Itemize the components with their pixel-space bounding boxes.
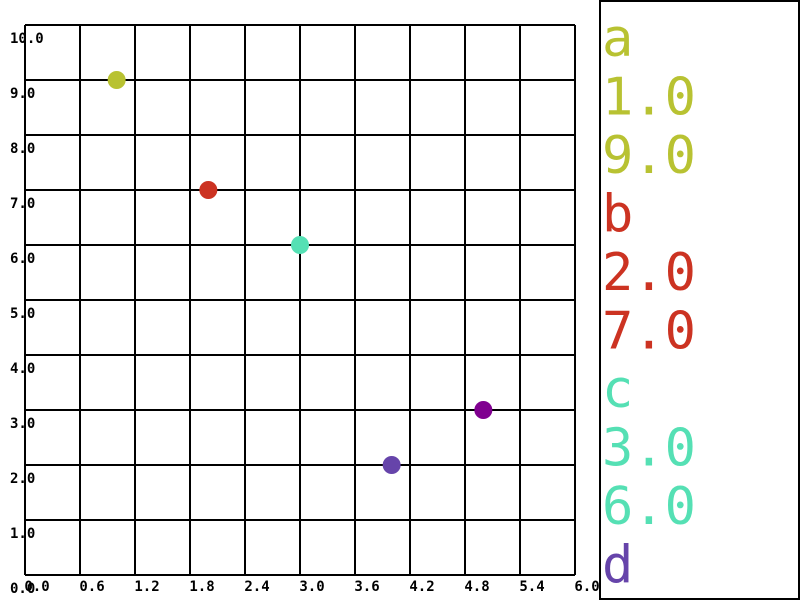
legend-entry: b bbox=[602, 185, 633, 245]
point bbox=[382, 456, 401, 474]
y-tick-label: 0.0 bbox=[10, 581, 35, 597]
x-tick-label: 4.2 bbox=[409, 579, 434, 595]
point bbox=[291, 236, 309, 254]
y-tick-label: 8.0 bbox=[10, 141, 35, 157]
point bbox=[107, 71, 126, 89]
y-tick-label: 7.0 bbox=[10, 196, 35, 212]
x-tick-label: 0.0 bbox=[24, 579, 49, 595]
x-tick-label: 1.8 bbox=[189, 579, 214, 595]
legend-box bbox=[599, 0, 800, 600]
y-tick-label: 9.0 bbox=[10, 86, 35, 102]
x-tick-label: 0.6 bbox=[79, 579, 104, 595]
legend-entry: 6.0 bbox=[602, 477, 696, 537]
x-tick-label: 3.6 bbox=[354, 579, 379, 595]
legend-entry: 3.0 bbox=[602, 419, 696, 479]
x-tick-label: 5.4 bbox=[519, 579, 544, 595]
point bbox=[474, 401, 493, 419]
legend-entry: a bbox=[602, 9, 633, 69]
legend-entry: 1.0 bbox=[602, 68, 696, 128]
y-tick-label: 2.0 bbox=[10, 471, 35, 487]
x-tick-label: 6.0 bbox=[574, 579, 599, 595]
x-tick-label: 4.8 bbox=[464, 579, 489, 595]
x-tick-label: 3.0 bbox=[299, 579, 324, 595]
y-tick-label: 10.0 bbox=[10, 31, 44, 47]
x-tick-label: 2.4 bbox=[244, 579, 269, 595]
x-tick-label: 1.2 bbox=[134, 579, 159, 595]
legend-entry: d bbox=[602, 536, 633, 596]
legend-entry: 9.0 bbox=[602, 126, 696, 186]
legend-entry: c bbox=[602, 360, 633, 420]
y-tick-label: 6.0 bbox=[10, 251, 35, 267]
y-tick-label: 1.0 bbox=[10, 526, 35, 542]
point bbox=[199, 181, 218, 199]
y-tick-label: 3.0 bbox=[10, 416, 35, 432]
y-tick-label: 5.0 bbox=[10, 306, 35, 322]
y-tick-label: 4.0 bbox=[10, 361, 35, 377]
legend-entry: 2.0 bbox=[602, 243, 696, 303]
legend-entry: 7.0 bbox=[602, 302, 696, 362]
